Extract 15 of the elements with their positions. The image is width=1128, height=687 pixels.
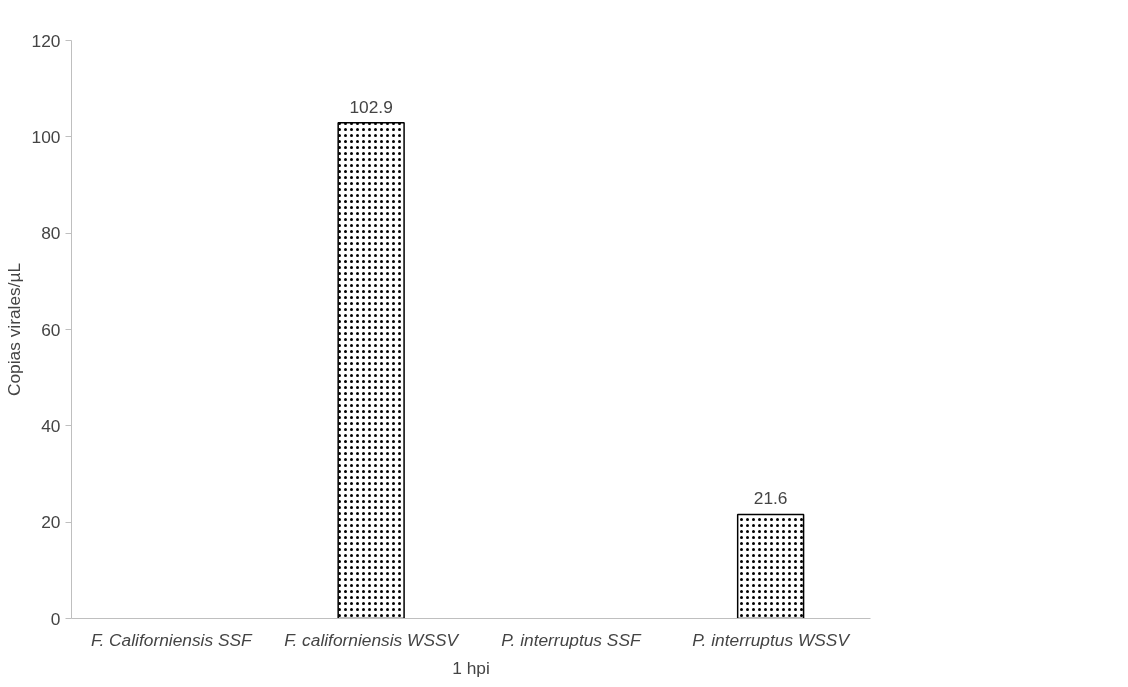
x-tick-label: F. californiensis WSSV (284, 629, 460, 650)
x-tick-label: P. interruptus SSF (501, 629, 642, 650)
y-tick-label: 60 (41, 319, 61, 340)
x-axis-title: 1 hpi (452, 657, 490, 678)
y-axis-title: Copias virales/µL (3, 262, 24, 397)
x-tick-label: P. interruptus WSSV (692, 629, 851, 650)
y-tick-label: 0 (50, 608, 61, 629)
y-tick-label: 20 (41, 512, 61, 533)
data-label: 102.9 (349, 96, 393, 117)
y-tick-label: 100 (31, 126, 61, 147)
data-label: 21.6 (753, 488, 788, 509)
y-tick-label: 120 (31, 30, 61, 51)
y-tick-label: 80 (41, 223, 61, 244)
x-tick-label: F. Californiensis SSF (91, 629, 254, 650)
y-tick-label: 40 (41, 415, 61, 436)
